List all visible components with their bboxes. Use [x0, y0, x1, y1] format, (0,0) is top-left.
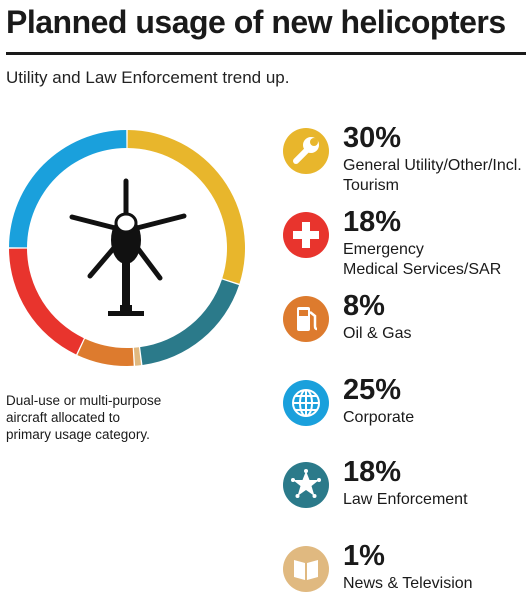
legend-percent: 18%	[343, 206, 402, 238]
legend-percent: 8%	[343, 290, 385, 322]
footnote: Dual-use or multi-purpose aircraft alloc…	[6, 392, 161, 443]
title-divider	[6, 52, 526, 55]
footnote-line: Dual-use or multi-purpose	[6, 393, 162, 408]
legend-percent: 25%	[343, 374, 402, 406]
donut-slice-4	[77, 338, 134, 366]
sheriff-star-icon	[283, 462, 329, 508]
chart-subtitle: Utility and Law Enforcement trend up.	[6, 68, 290, 87]
legend-label: Oil & Gas	[343, 325, 412, 342]
legend-label: General Utility/Other/Incl. Tourism	[343, 157, 522, 194]
legend-label: Law Enforcement	[343, 491, 468, 508]
donut-slice-5	[9, 248, 84, 355]
legend-label: News & Television	[343, 575, 473, 592]
legend-percent: 1%	[343, 540, 385, 572]
donut-chart	[9, 130, 245, 366]
legend-label: Corporate	[343, 409, 415, 426]
book-icon	[283, 546, 329, 592]
footnote-line: primary usage category.	[6, 427, 150, 442]
donut-slice-6	[9, 130, 127, 248]
donut-slice-3	[133, 347, 142, 366]
legend-percent: 18%	[343, 456, 402, 488]
donut-slice-2	[140, 279, 240, 365]
globe-icon	[283, 380, 329, 426]
fuel-pump-icon	[283, 296, 329, 342]
footnote-line: aircraft allocated to	[6, 410, 121, 425]
legend-label: Emergency Medical Services/SAR	[343, 241, 502, 278]
medical-cross-icon	[283, 212, 329, 258]
chart-title: Planned usage of new helicopters	[6, 4, 506, 40]
helicopter-icon	[69, 178, 187, 316]
wrench-icon	[283, 128, 329, 174]
donut-slice-1	[127, 130, 245, 284]
legend-percent: 30%	[343, 122, 402, 154]
